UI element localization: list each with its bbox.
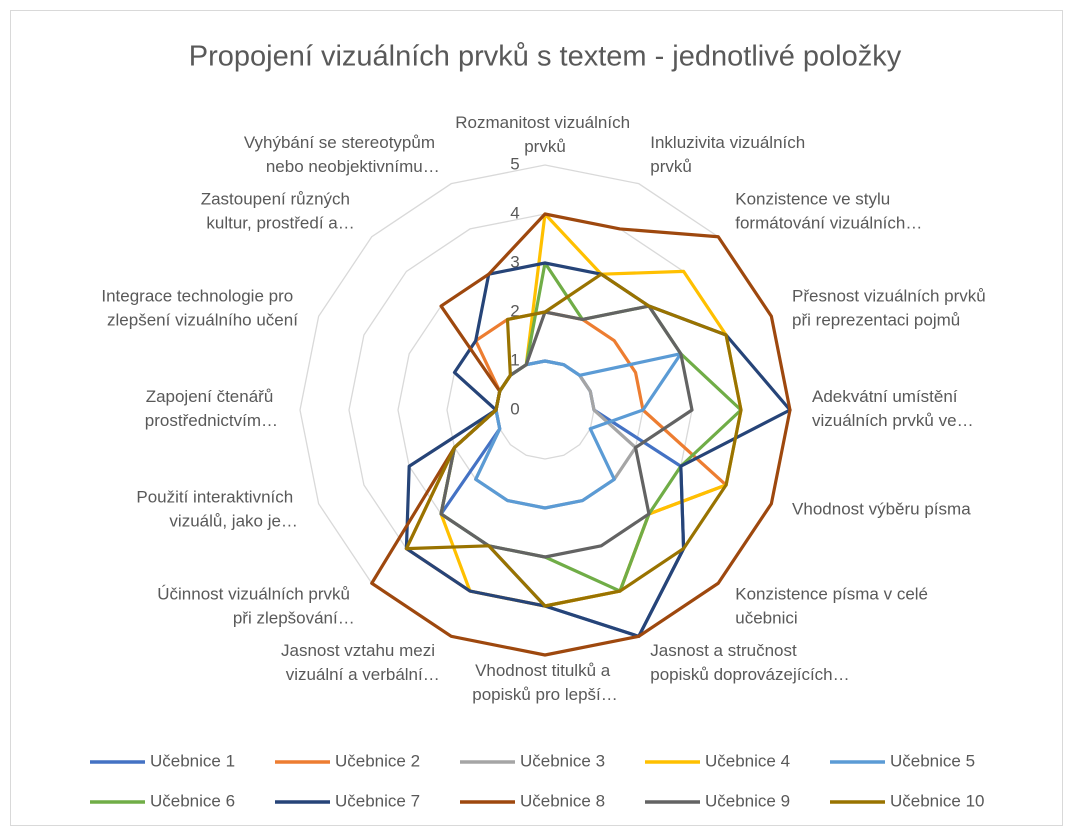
- series-line: [404, 272, 743, 608]
- legend-label: Učebnice 3: [520, 751, 605, 770]
- category-label: Konzistence písma v celé učebnici: [735, 585, 932, 628]
- legend-label: Učebnice 1: [150, 751, 235, 770]
- chart-border: [10, 10, 1063, 826]
- category-label: Zastoupení různých kultur, prostředí a…: [201, 190, 355, 233]
- r-tick-label: 2: [510, 301, 519, 320]
- category-label: Účinnost vizuálních prvků při zlepšování…: [157, 585, 354, 628]
- r-tick-label: 3: [510, 252, 519, 271]
- r-tick-label: 0: [510, 399, 519, 418]
- category-label: Inkluzivita vizuálních prvků: [650, 133, 810, 176]
- r-tick-label: 5: [510, 154, 519, 173]
- category-label: Vyhýbání se stereotypům nebo neobjektivn…: [244, 133, 440, 176]
- legend-label: Učebnice 6: [150, 791, 235, 810]
- category-label: Jasnost vztahu mezi vizuální a verbální…: [281, 642, 440, 685]
- legend-label: Učebnice 10: [890, 791, 985, 810]
- legend-label: Učebnice 5: [890, 751, 975, 770]
- category-label: Integrace technologie pro zlepšení vizuá…: [101, 287, 298, 330]
- category-label: Adekvátní umístění vizuálních prvků ve…: [812, 387, 974, 430]
- series-line: [370, 212, 792, 657]
- category-label: Vhodnost titulků a popisků pro lepší…: [472, 661, 618, 704]
- legend-label: Učebnice 4: [705, 751, 790, 770]
- r-tick-label: 1: [510, 350, 519, 369]
- category-label: Rozmanitost vizuálních prvků: [455, 113, 635, 156]
- category-label: Zapojení čtenářů prostřednictvím…: [145, 387, 278, 430]
- category-label: Konzistence ve stylu formátování vizuáln…: [735, 190, 922, 233]
- category-label: Jasnost a stručnost popisků doprovázejíc…: [650, 642, 849, 685]
- category-label: Vhodnost výběru písma: [792, 500, 971, 519]
- r-tick-label: 4: [510, 203, 519, 222]
- legend-label: Učebnice 2: [335, 751, 420, 770]
- chart-title: Propojení vizuálních prvků s textem - je…: [189, 41, 902, 73]
- category-label: Přesnost vizuálních prvků při reprezenta…: [792, 287, 990, 330]
- category-label: Použití interaktivních vizuálů, jako je…: [136, 488, 298, 531]
- legend-label: Učebnice 9: [705, 791, 790, 810]
- legend-label: Učebnice 8: [520, 791, 605, 810]
- legend-label: Učebnice 7: [335, 791, 420, 810]
